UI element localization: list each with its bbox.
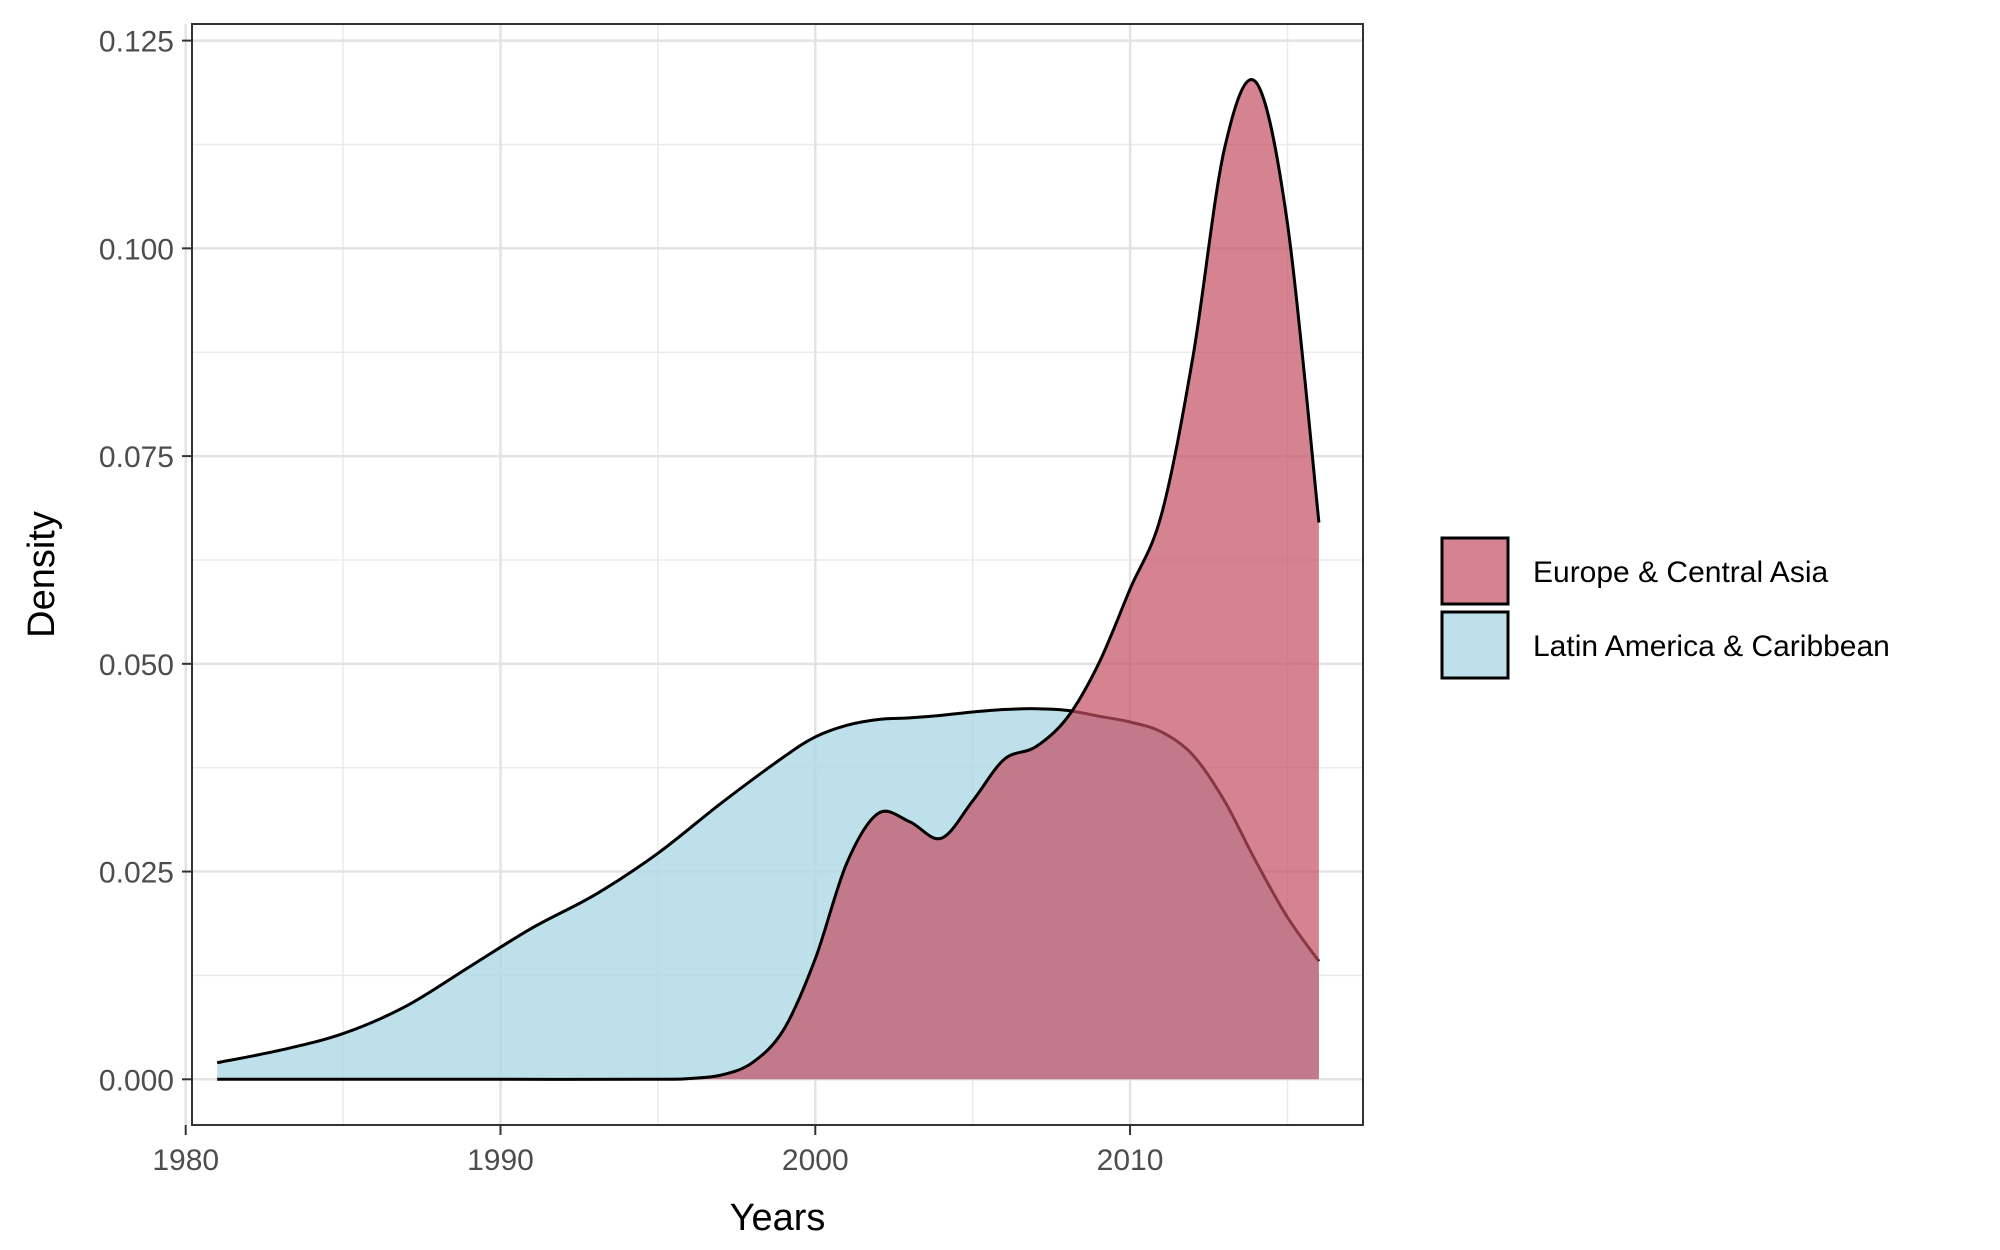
legend-label-latin-america-and-caribbean: Latin America & Caribbean	[1533, 630, 1890, 663]
density-line-europe-and-central-asia	[217, 78, 1321, 1081]
y-tick-label: 0.075	[99, 441, 174, 474]
x-tick-label: 2000	[782, 1144, 849, 1177]
x-tick-label: 1980	[152, 1144, 219, 1177]
area-fill-europe-and-central-asia	[217, 79, 1319, 1080]
y-tick-label: 0.000	[99, 1064, 174, 1097]
legend-label-europe-and-central-asia: Europe & Central Asia	[1533, 556, 1828, 589]
plot-panel-border	[191, 23, 1364, 1126]
x-tick-label: 2010	[1097, 1144, 1164, 1177]
y-tick-label: 0.050	[99, 649, 174, 682]
y-tick-label: 0.125	[99, 26, 174, 59]
legend-key-europe-and-central-asia	[1440, 536, 1510, 606]
y-axis-title: Density	[21, 511, 63, 638]
y-tick-label: 0.100	[99, 233, 174, 266]
density-areas	[216, 78, 1321, 1081]
y-axis: 0.000 0.025 0.050 0.075 0.100 0.125	[99, 26, 192, 1097]
x-tick-label: 1990	[467, 1144, 534, 1177]
y-tick-label: 0.025	[99, 857, 174, 890]
legend-key-latin-america-and-caribbean	[1440, 610, 1510, 680]
x-axis-title: Years	[730, 1197, 826, 1239]
legend: Europe & Central Asia Latin America & Car…	[1440, 536, 1890, 680]
x-axis: 1980 1990 2000 2010	[152, 1125, 1163, 1177]
